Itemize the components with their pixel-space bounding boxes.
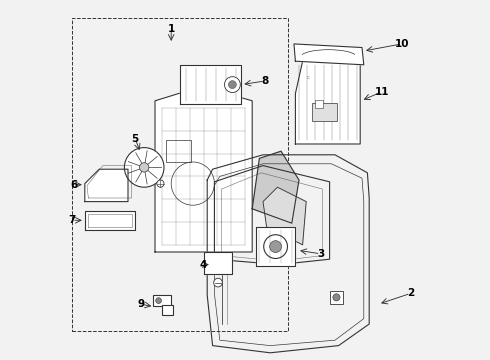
Polygon shape xyxy=(256,227,295,266)
Polygon shape xyxy=(263,187,306,245)
Text: 9: 9 xyxy=(137,299,144,309)
Polygon shape xyxy=(295,61,360,144)
Circle shape xyxy=(224,77,240,93)
Circle shape xyxy=(157,180,164,187)
Polygon shape xyxy=(252,151,299,223)
Circle shape xyxy=(270,241,282,253)
Circle shape xyxy=(333,294,340,301)
Polygon shape xyxy=(155,86,252,252)
Bar xyxy=(162,305,173,315)
Text: 3: 3 xyxy=(317,249,324,259)
Circle shape xyxy=(228,81,236,89)
Circle shape xyxy=(264,235,288,258)
Bar xyxy=(312,103,337,121)
Polygon shape xyxy=(204,252,232,274)
Text: c: c xyxy=(307,75,310,80)
Circle shape xyxy=(214,278,222,287)
Bar xyxy=(72,18,288,331)
Text: 5: 5 xyxy=(132,134,139,144)
Text: 4: 4 xyxy=(200,260,207,270)
Text: 11: 11 xyxy=(374,87,389,97)
Text: 1: 1 xyxy=(168,24,175,34)
Polygon shape xyxy=(85,169,128,202)
Text: 7: 7 xyxy=(69,215,76,225)
Text: 6: 6 xyxy=(71,180,77,190)
Bar xyxy=(330,291,343,304)
Polygon shape xyxy=(85,211,135,230)
Circle shape xyxy=(124,148,164,187)
Text: 2: 2 xyxy=(407,288,414,298)
Bar xyxy=(166,140,191,162)
Text: 8: 8 xyxy=(261,76,269,86)
Text: 10: 10 xyxy=(394,39,409,49)
Circle shape xyxy=(156,298,162,303)
Polygon shape xyxy=(294,44,364,65)
Circle shape xyxy=(140,163,149,172)
Polygon shape xyxy=(180,65,242,104)
Bar xyxy=(153,295,171,306)
Bar xyxy=(315,100,323,108)
